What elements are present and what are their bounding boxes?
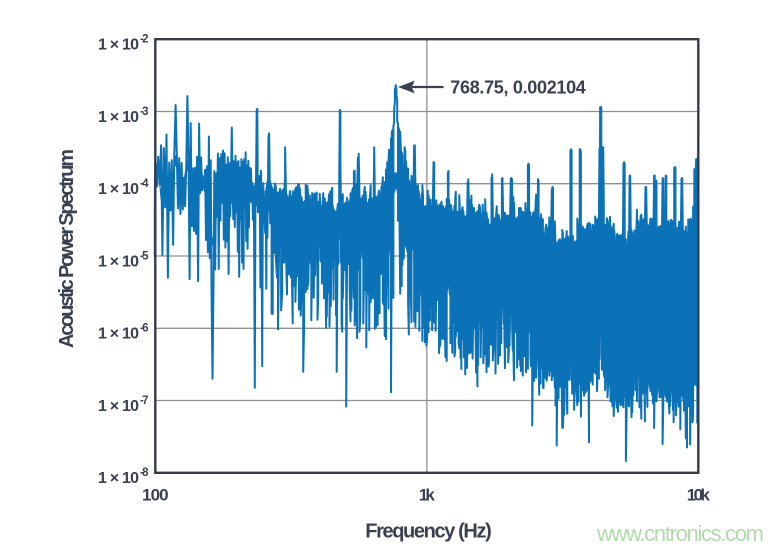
svg-text:-7: -7: [140, 395, 149, 407]
svg-text:-6: -6: [140, 323, 149, 335]
svg-text:www.cntronics.com: www.cntronics.com: [596, 521, 764, 546]
svg-text:768.75, 0.002104: 768.75, 0.002104: [450, 78, 586, 98]
svg-text:100: 100: [142, 486, 169, 505]
svg-text:1 × 10: 1 × 10: [98, 470, 139, 487]
svg-text:10k: 10k: [687, 486, 711, 505]
svg-text:1 × 10: 1 × 10: [98, 109, 139, 126]
svg-text:-4: -4: [140, 178, 149, 190]
svg-text:1 × 10: 1 × 10: [98, 181, 139, 198]
svg-text:1 × 10: 1 × 10: [98, 37, 139, 54]
svg-text:1 × 10: 1 × 10: [98, 253, 139, 270]
svg-text:Frequency (Hz): Frequency (Hz): [365, 521, 492, 543]
svg-text:-5: -5: [140, 250, 149, 262]
svg-text:1 × 10: 1 × 10: [98, 326, 139, 343]
svg-text:1 × 10: 1 × 10: [98, 398, 139, 415]
svg-text:-3: -3: [140, 106, 149, 118]
svg-text:1k: 1k: [419, 486, 436, 505]
svg-text:Acoustic Power Spectrum: Acoustic Power Spectrum: [56, 149, 78, 348]
svg-text:-2: -2: [140, 34, 149, 46]
svg-text:-8: -8: [140, 467, 149, 479]
